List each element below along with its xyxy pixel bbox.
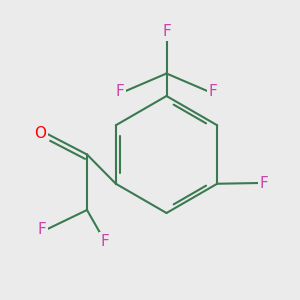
Text: F: F [162, 24, 171, 39]
Text: F: F [208, 84, 217, 99]
Text: O: O [34, 126, 46, 141]
Text: F: F [38, 222, 46, 237]
Text: F: F [116, 84, 124, 99]
Text: F: F [260, 176, 268, 190]
Text: F: F [100, 234, 109, 249]
